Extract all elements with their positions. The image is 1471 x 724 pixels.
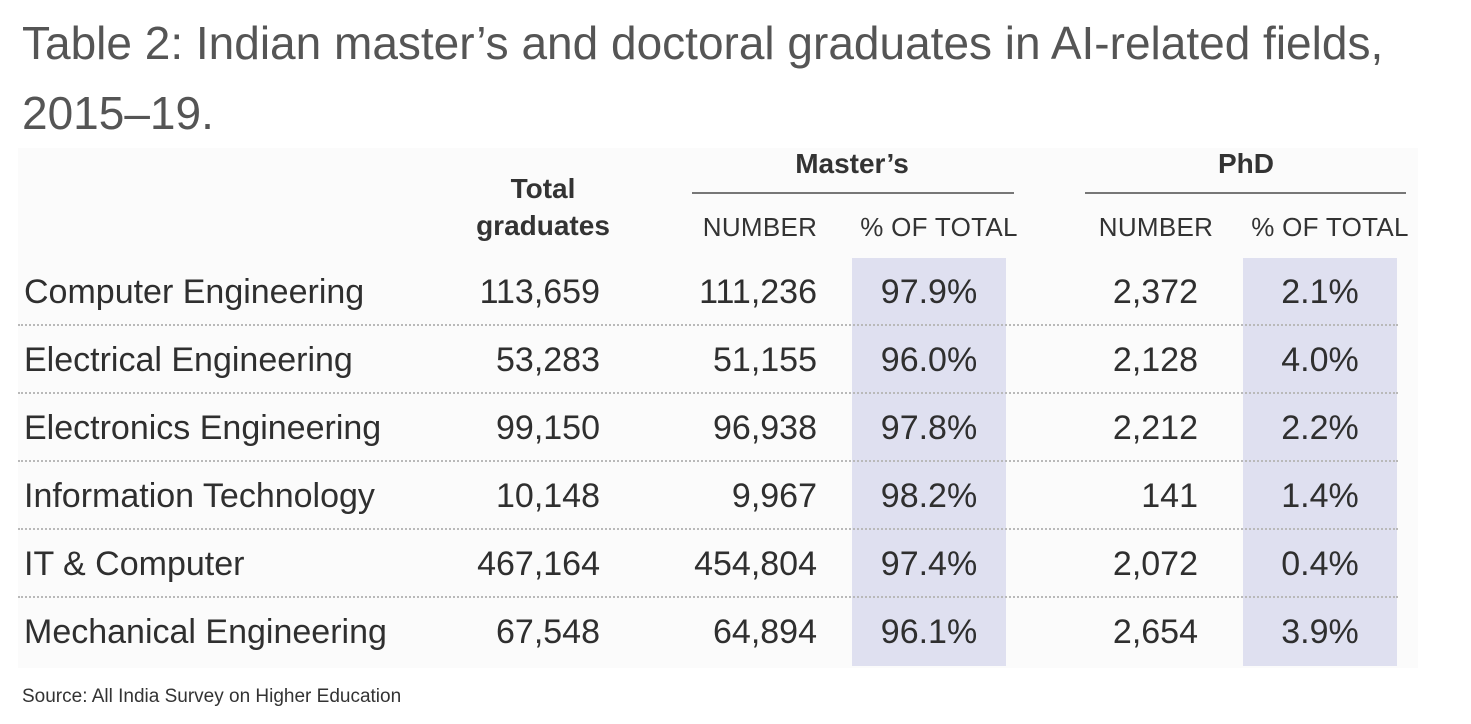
phd-number: 2,072 xyxy=(1112,545,1198,583)
masters-pct: 97.4% xyxy=(880,545,978,583)
total-graduates: 67,548 xyxy=(496,613,600,651)
phd-number-header: NUMBER xyxy=(1098,212,1214,242)
field-name: Electronics Engineering xyxy=(24,409,382,447)
table-row: Electronics Engineering 99,150 96,938 97… xyxy=(18,394,1418,462)
table-row: Computer Engineering 113,659 111,236 97.… xyxy=(18,258,1418,326)
masters-pct-header: % OF TOTAL xyxy=(860,212,1018,242)
phd-pct: 2.2% xyxy=(1281,409,1359,447)
phd-pct: 1.4% xyxy=(1281,477,1359,515)
masters-number: 111,236 xyxy=(699,273,817,311)
total-header-line2: graduates xyxy=(476,210,610,241)
total-graduates: 10,148 xyxy=(496,477,600,515)
table-row: Information Technology 10,148 9,967 98.2… xyxy=(18,462,1418,530)
masters-group-header: Master’s xyxy=(795,148,909,179)
phd-number: 2,654 xyxy=(1112,613,1198,651)
field-name: Information Technology xyxy=(24,477,375,515)
masters-pct: 98.2% xyxy=(880,477,978,515)
field-name: Computer Engineering xyxy=(24,273,365,311)
total-graduates-header: Total graduates xyxy=(458,170,628,244)
masters-pct: 97.8% xyxy=(880,409,978,447)
masters-pct: 96.0% xyxy=(880,341,978,379)
masters-pct: 96.1% xyxy=(880,613,978,651)
table-row: IT & Computer 467,164 454,804 97.4% 2,07… xyxy=(18,530,1418,598)
table-row: Electrical Engineering 53,283 51,155 96.… xyxy=(18,326,1418,394)
phd-pct-highlight xyxy=(1243,258,1397,666)
masters-number: 64,894 xyxy=(713,613,817,651)
masters-number: 96,938 xyxy=(713,409,817,447)
table-body: Computer Engineering 113,659 111,236 97.… xyxy=(18,258,1418,666)
total-graduates: 467,164 xyxy=(477,545,600,583)
field-name: IT & Computer xyxy=(24,545,245,583)
table-row: Mechanical Engineering 67,548 64,894 96.… xyxy=(18,598,1418,666)
field-name: Mechanical Engineering xyxy=(24,613,387,651)
phd-pct-header: % OF TOTAL xyxy=(1251,212,1409,242)
total-graduates: 113,659 xyxy=(479,273,600,311)
field-name: Electrical Engineering xyxy=(24,341,353,379)
masters-pct-highlight xyxy=(852,258,1006,666)
masters-number-header: NUMBER xyxy=(702,212,818,242)
phd-pct: 3.9% xyxy=(1281,613,1359,651)
total-graduates: 53,283 xyxy=(496,341,600,379)
masters-number: 51,155 xyxy=(713,341,817,379)
graduates-table: Total graduates Master’s PhD NUMBER % OF… xyxy=(18,148,1418,668)
phd-group-header: PhD xyxy=(1218,148,1274,179)
masters-group-rule xyxy=(692,192,1014,194)
page-title: Table 2: Indian master’s and doctoral gr… xyxy=(22,17,1384,139)
phd-pct: 0.4% xyxy=(1281,545,1359,583)
total-graduates: 99,150 xyxy=(496,409,600,447)
phd-pct: 2.1% xyxy=(1281,273,1359,311)
phd-pct: 4.0% xyxy=(1281,341,1359,379)
masters-number: 454,804 xyxy=(694,545,817,583)
phd-number: 141 xyxy=(1141,477,1198,515)
total-header-line1: Total xyxy=(510,173,576,204)
masters-pct: 97.9% xyxy=(880,273,978,311)
masters-number: 9,967 xyxy=(731,477,817,515)
phd-number: 2,128 xyxy=(1112,341,1198,379)
phd-number: 2,372 xyxy=(1112,273,1198,311)
source-note: Source: All India Survey on Higher Educa… xyxy=(22,686,402,707)
phd-group-rule xyxy=(1085,192,1406,194)
phd-number: 2,212 xyxy=(1112,409,1198,447)
